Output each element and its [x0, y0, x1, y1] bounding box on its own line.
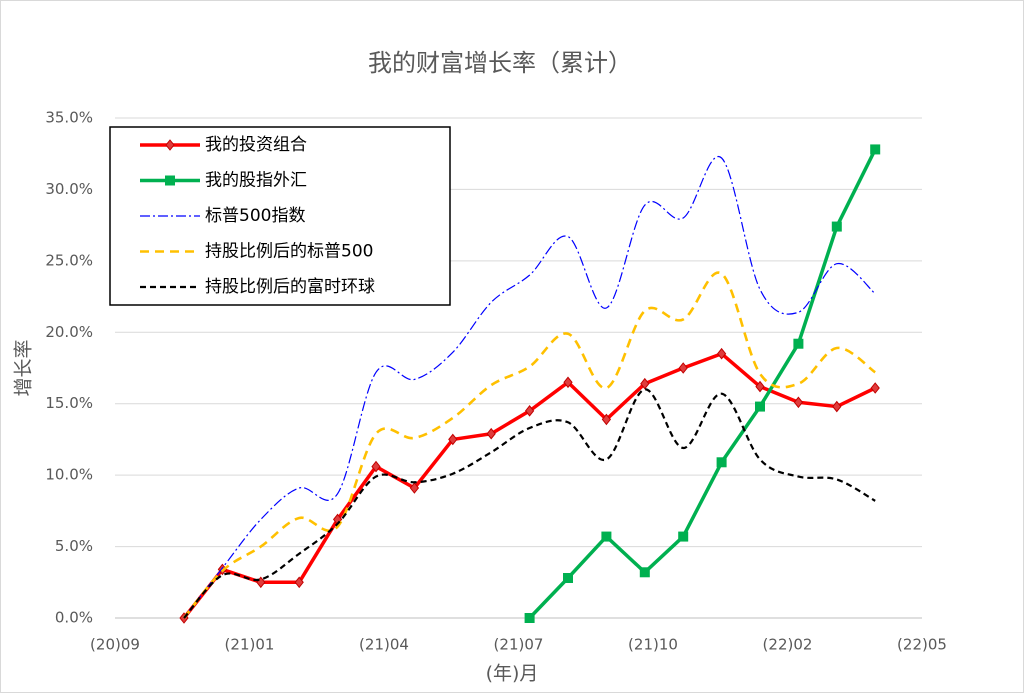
series-line [528, 148, 877, 620]
marker [793, 396, 804, 409]
y-tick-label: 25.0% [45, 251, 93, 269]
marker [601, 413, 612, 426]
series-line [183, 388, 876, 619]
x-tick-label: (21)07 [494, 636, 544, 654]
marker [716, 347, 727, 360]
marker [563, 573, 573, 583]
marker [870, 144, 881, 155]
marker [640, 377, 650, 390]
marker [870, 382, 880, 394]
series-line [182, 271, 876, 619]
chart-title: 我的财富增长率（累计） [368, 49, 632, 77]
marker [524, 613, 535, 623]
y-tick-label: 15.0% [45, 394, 93, 412]
legend-marker [165, 139, 175, 151]
x-tick-label: (22)02 [763, 636, 813, 654]
x-tick-label: (22)05 [897, 636, 947, 654]
marker [678, 362, 688, 374]
series-line [183, 155, 876, 619]
x-tick-label: (20)09 [90, 636, 140, 654]
x-tick-label: (21)01 [225, 636, 275, 654]
legend-label: 我的投资组合 [205, 135, 307, 155]
marker [716, 457, 727, 468]
y-tick-label: 5.0% [55, 537, 93, 555]
marker [793, 338, 804, 349]
y-tick-label: 30.0% [45, 180, 93, 198]
marker [409, 482, 420, 494]
y-tick-label: 35.0% [45, 109, 93, 127]
x-tick-label: (21)10 [628, 636, 678, 654]
y-tick-label: 20.0% [45, 323, 93, 341]
marker [371, 460, 381, 473]
y-tick-label: 0.0% [55, 609, 93, 627]
legend-marker [165, 175, 175, 186]
marker [448, 433, 458, 446]
y-tick-label: 10.0% [45, 466, 93, 484]
marker [831, 221, 842, 232]
marker [678, 531, 689, 542]
marker [524, 405, 535, 417]
legend-label: 我的股指外汇 [205, 171, 307, 191]
marker [601, 531, 612, 542]
marker [563, 376, 573, 389]
marker [486, 427, 496, 440]
x-tick-label: (21)04 [359, 636, 409, 654]
y-axis-label: 增长率 [13, 339, 35, 396]
marker [639, 567, 650, 578]
x-axis-label: (年)月 [486, 663, 539, 685]
legend-label: 标普500指数 [205, 206, 305, 226]
marker [832, 400, 842, 413]
marker [755, 401, 765, 412]
legend-label: 持股比例后的标普500 [205, 242, 373, 262]
marker [294, 576, 304, 589]
legend-label: 持股比例后的富时环球 [205, 277, 375, 297]
marker [755, 380, 765, 393]
